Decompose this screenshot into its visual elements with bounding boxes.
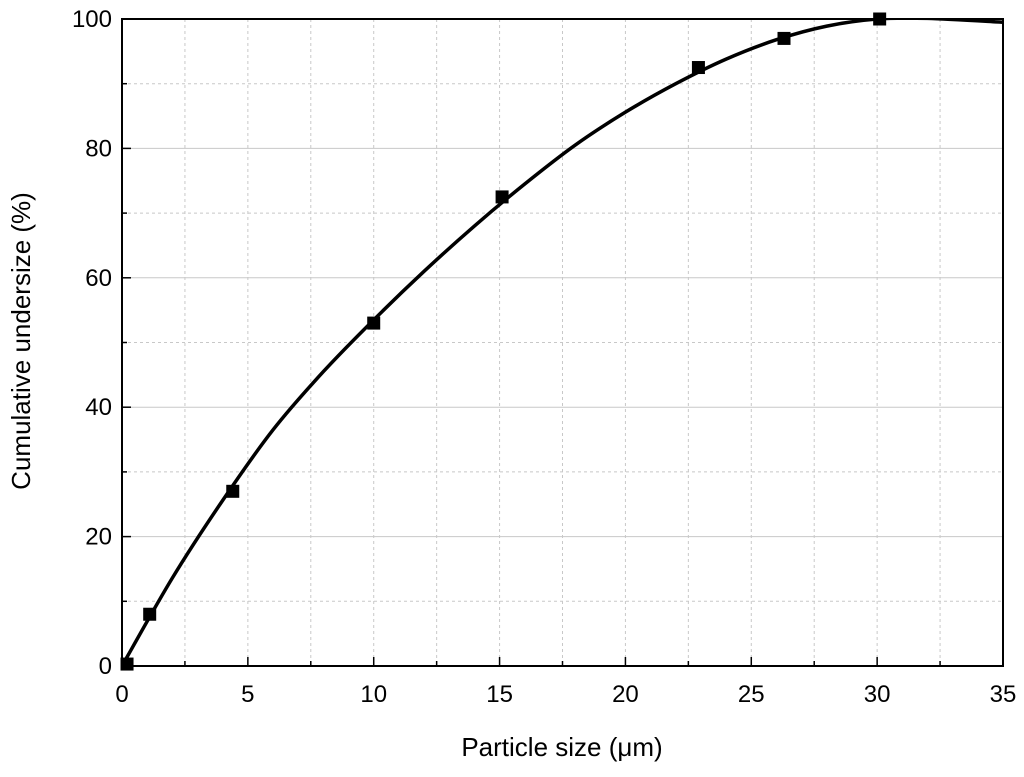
x-tick-label: 10	[360, 681, 387, 708]
x-tick-labels: 0 5 10 15 20 25 30 35	[115, 681, 1016, 708]
x-tick-label: 30	[864, 681, 891, 708]
y-tick-labels: 0 20 40 60 80 100	[72, 6, 112, 680]
fit-curve-layer	[122, 19, 1003, 666]
data-point-marker	[367, 316, 381, 330]
x-tick-label: 5	[241, 681, 254, 708]
data-point-marker	[120, 657, 134, 671]
data-point-marker	[691, 61, 705, 75]
x-tick-label: 0	[115, 681, 128, 708]
y-tick-label: 80	[85, 135, 112, 162]
data-point-marker	[226, 484, 240, 498]
x-axis-label: Particle size (μm)	[461, 732, 662, 762]
y-tick-label: 0	[99, 653, 112, 680]
x-tick-label: 25	[738, 681, 765, 708]
y-tick-label: 100	[72, 6, 112, 33]
y-axis-label: Cumulative undersize (%)	[6, 192, 36, 490]
x-tick-label: 35	[990, 681, 1017, 708]
y-tick-label: 40	[85, 394, 112, 421]
grid	[122, 19, 1003, 666]
y-tick-label: 20	[85, 524, 112, 551]
axis-ticks	[121, 18, 1004, 667]
x-tick-label: 15	[486, 681, 513, 708]
data-point-marker	[495, 190, 509, 204]
fit-curve-line	[122, 19, 1003, 666]
data-point-marker	[777, 31, 791, 45]
x-tick-label: 20	[612, 681, 639, 708]
data-point-marker	[143, 607, 157, 621]
markers-layer	[120, 12, 887, 671]
y-tick-label: 60	[85, 265, 112, 292]
